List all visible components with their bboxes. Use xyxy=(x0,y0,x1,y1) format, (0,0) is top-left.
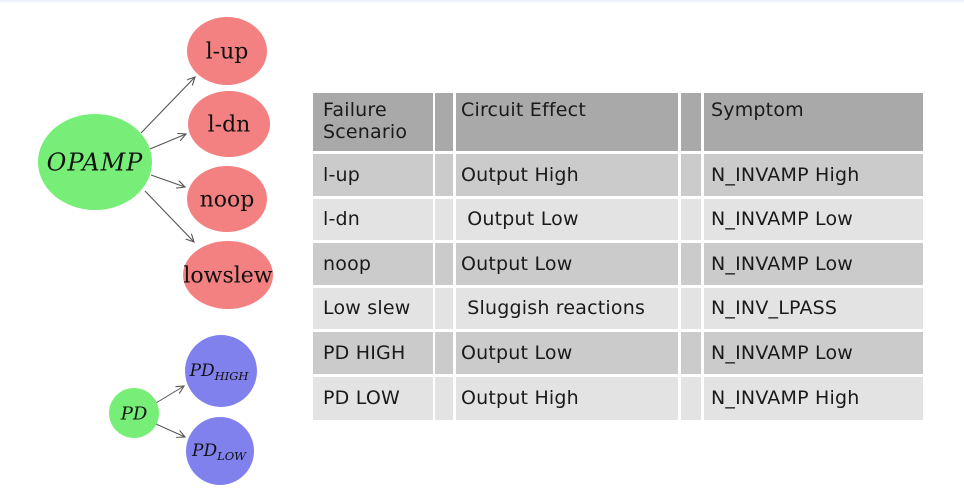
cell-symptom: N_INVAMP Low xyxy=(704,332,923,374)
header-failure-scenario: Failure Scenario xyxy=(313,93,435,151)
node-opamp-label: OPAMP xyxy=(47,148,144,176)
cell-spacer xyxy=(435,154,456,196)
cell-effect: Output High xyxy=(456,376,681,420)
cell-effect: Output High xyxy=(456,154,681,196)
edge-opamp-lowslew xyxy=(144,190,194,242)
node-lup: l-up xyxy=(187,17,267,85)
cell-scenario: Low slew xyxy=(313,287,435,329)
header-spacer-2 xyxy=(681,93,704,151)
edge-pd-pdhigh xyxy=(155,386,184,404)
node-noop-shape xyxy=(187,166,267,232)
cell-symptom: N_INVAMP High xyxy=(704,376,923,420)
edge-pd-pdlow xyxy=(155,423,185,437)
cell-scenario: l-up xyxy=(313,154,435,196)
node-opamp-shape xyxy=(38,114,152,210)
cell-spacer xyxy=(435,198,456,240)
cell-effect: Sluggish reactions xyxy=(456,287,681,329)
edge-opamp-noop xyxy=(150,174,185,187)
opamp-tree-edges xyxy=(140,77,195,242)
node-lowslew-label: lowslew xyxy=(183,264,272,289)
cell-spacer xyxy=(681,154,704,196)
cell-effect: Output Low xyxy=(456,332,681,374)
cell-spacer xyxy=(681,198,704,240)
fault-tree-diagram: OPAMP l-up l-dn noop lowslew PD PDHIGH xyxy=(38,17,273,485)
cell-spacer xyxy=(435,332,456,374)
edge-opamp-lup xyxy=(140,77,195,134)
cell-spacer xyxy=(681,332,704,374)
table-row-lup: l-up Output High N_INVAMP High xyxy=(313,154,925,199)
cell-spacer xyxy=(681,243,704,285)
header-symptom: Symptom xyxy=(704,93,923,151)
cell-symptom: N_INVAMP Low xyxy=(704,243,923,285)
edge-opamp-ldn xyxy=(149,134,186,150)
header-circuit-effect: Circuit Effect xyxy=(456,93,681,151)
node-lup-shape xyxy=(187,17,267,85)
cell-scenario: l-dn xyxy=(313,198,435,240)
table-row-pdlow: PD LOW Output High N_INVAMP High xyxy=(313,376,925,420)
cell-effect: Output Low xyxy=(456,198,681,240)
node-pdlow-shape xyxy=(186,417,254,485)
node-lowslew: lowslew xyxy=(183,241,273,309)
node-opamp: OPAMP xyxy=(38,114,152,210)
node-ldn-shape xyxy=(188,91,270,157)
pd-tree-edges xyxy=(155,386,185,437)
table-row-pdhigh: PD HIGH Output Low N_INVAMP Low xyxy=(313,332,925,377)
failure-scenario-table: Failure Scenario Circuit Effect Symptom … xyxy=(313,93,925,420)
cell-scenario: PD LOW xyxy=(313,376,435,420)
table-row-ldn: l-dn Output Low N_INVAMP Low xyxy=(313,198,925,243)
header-spacer-1 xyxy=(435,93,456,151)
node-pdhigh-shape xyxy=(185,335,257,407)
table-header-row: Failure Scenario Circuit Effect Symptom xyxy=(313,93,925,154)
cell-symptom: N_INV_LPASS xyxy=(704,287,923,329)
node-pdlow-label: PDLOW xyxy=(191,441,247,463)
cell-effect: Output Low xyxy=(456,243,681,285)
node-lowslew-shape xyxy=(183,241,273,309)
node-lup-label: l-up xyxy=(206,40,249,65)
cell-scenario: PD HIGH xyxy=(313,332,435,374)
cell-spacer xyxy=(435,287,456,329)
cell-symptom: N_INVAMP High xyxy=(704,154,923,196)
node-ldn: l-dn xyxy=(188,91,270,157)
node-pd-label: PD xyxy=(120,403,148,424)
table-row-noop: noop Output Low N_INVAMP Low xyxy=(313,243,925,288)
cell-spacer xyxy=(681,287,704,329)
node-pdhigh: PDHIGH xyxy=(185,335,257,407)
node-pdhigh-label: PDHIGH xyxy=(189,361,250,383)
node-ldn-label: l-dn xyxy=(208,113,251,138)
cell-symptom: N_INVAMP Low xyxy=(704,198,923,240)
cell-spacer xyxy=(435,243,456,285)
node-pd: PD xyxy=(109,388,159,438)
node-pdlow: PDLOW xyxy=(186,417,254,485)
node-noop-label: noop xyxy=(200,188,255,213)
cell-spacer xyxy=(435,376,456,420)
node-noop: noop xyxy=(187,166,267,232)
cell-spacer xyxy=(681,376,704,420)
table-row-lowslew: Low slew Sluggish reactions N_INV_LPASS xyxy=(313,287,925,332)
cell-scenario: noop xyxy=(313,243,435,285)
top-edge-highlight xyxy=(0,0,964,4)
node-pd-shape xyxy=(109,388,159,438)
